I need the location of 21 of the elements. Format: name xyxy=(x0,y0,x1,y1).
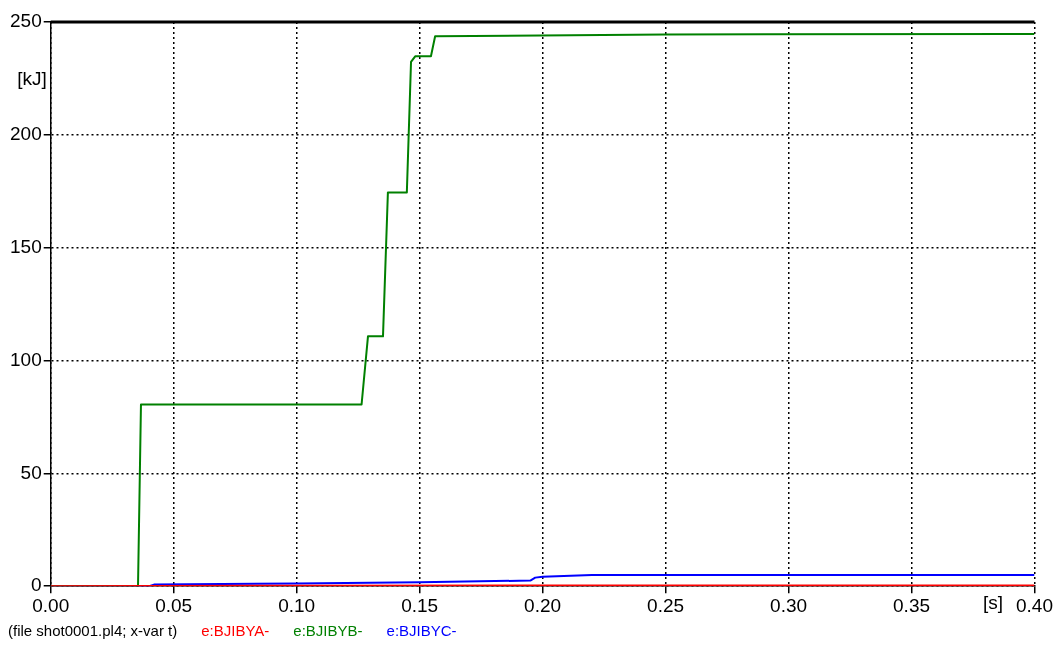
x-tick-label: 0.05 xyxy=(155,594,193,616)
y-tick-label: 200 xyxy=(10,123,42,145)
x-tick-label: 0.10 xyxy=(278,594,316,616)
x-tick-label: 0.00 xyxy=(32,594,70,616)
x-axis-title: [s] xyxy=(982,591,1004,613)
x-tick-label: 0.25 xyxy=(647,594,685,616)
y-tick-label: 0 xyxy=(31,574,42,596)
y-tick-label: 50 xyxy=(20,461,42,483)
text: e:BJIBYC- xyxy=(386,622,457,639)
text: e:BJIBYB- xyxy=(293,622,363,639)
x-tick-label: 0.30 xyxy=(770,594,808,616)
x-tick-label: 0.15 xyxy=(401,594,439,616)
text: e:BJIBYA- xyxy=(201,622,270,639)
y-tick-label: 150 xyxy=(10,235,42,257)
y-axis-title: [kJ] xyxy=(17,68,47,90)
x-tick-label: 0.40 xyxy=(1016,594,1053,616)
y-tick-label: 250 xyxy=(10,10,42,32)
text: (file shot0001.pl4; x-var t) xyxy=(8,622,178,639)
x-tick-label: 0.35 xyxy=(893,594,931,616)
x-tick-label: 0.20 xyxy=(524,594,562,616)
y-tick-label: 100 xyxy=(10,348,42,370)
